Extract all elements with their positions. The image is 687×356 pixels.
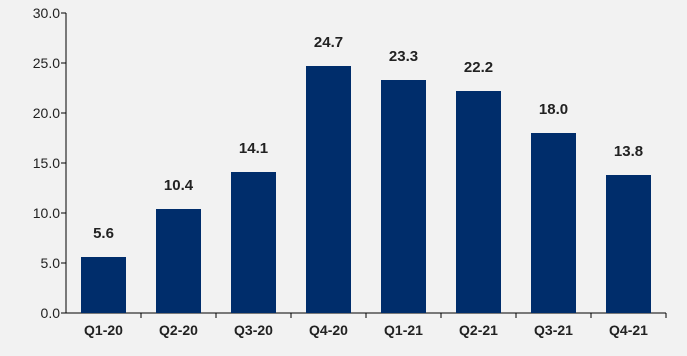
y-tick-label: 25.0 — [33, 55, 60, 71]
data-label: 14.1 — [239, 140, 268, 157]
bar — [531, 133, 576, 313]
bar — [456, 91, 501, 313]
chart-labels: Q1-20 5.6 Q2-20 10.4 Q3-20 14.1 Q4-20 24.7 Q1-21… — [84, 34, 648, 338]
y-tick-label: 20.0 — [33, 105, 60, 121]
data-label: 24.7 — [314, 34, 343, 51]
bar — [606, 175, 651, 313]
data-label: 13.8 — [614, 143, 643, 160]
bar — [231, 172, 276, 313]
y-tick-label: 5.0 — [41, 255, 61, 271]
x-tick-label: Q2-21 — [459, 322, 498, 338]
y-tick-label: 15.0 — [33, 155, 60, 171]
x-tick-label: Q3-20 — [234, 322, 273, 338]
data-label: 23.3 — [389, 48, 418, 65]
x-tick-label: Q1-20 — [84, 322, 123, 338]
bar — [381, 80, 426, 313]
y-tick-label: 10.0 — [33, 205, 60, 221]
x-tick-label: Q1-21 — [384, 322, 423, 338]
data-label: 18.0 — [539, 101, 568, 118]
x-tick-label: Q4-20 — [309, 322, 348, 338]
x-tick-label: Q3-21 — [534, 322, 573, 338]
data-label: 5.6 — [93, 225, 114, 242]
y-tick-label: 0.0 — [41, 305, 61, 321]
chart-bars — [81, 66, 651, 313]
y-tick-label: 30.0 — [33, 5, 60, 21]
data-label: 10.4 — [164, 177, 194, 194]
bar — [81, 257, 126, 313]
bar — [156, 209, 201, 313]
bar — [306, 66, 351, 313]
x-tick-label: Q2-20 — [159, 322, 198, 338]
data-label: 22.2 — [464, 59, 493, 76]
x-tick-label: Q4-21 — [609, 322, 648, 338]
